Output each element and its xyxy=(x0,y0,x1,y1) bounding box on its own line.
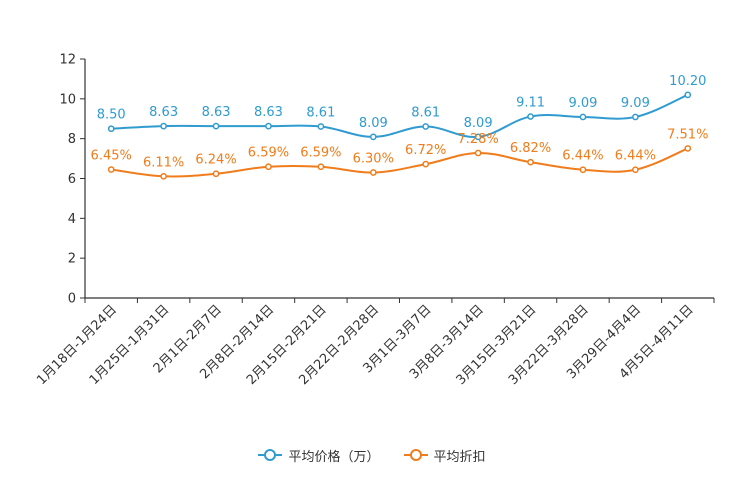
series-line-1 xyxy=(111,147,689,178)
data-point-1[interactable] xyxy=(369,169,377,176)
y-tick-label: 8 xyxy=(68,132,76,147)
data-label-1: 7.51% xyxy=(667,127,708,142)
y-axis: 0 2 4 6 8 10 12 xyxy=(59,53,86,307)
series-line-0 xyxy=(111,93,689,138)
data-label-0: 8.63 xyxy=(149,105,178,120)
data-point-1[interactable] xyxy=(212,170,220,178)
data-point-1[interactable] xyxy=(684,145,692,152)
data-point-0[interactable] xyxy=(684,91,692,99)
data-label-1: 6.30% xyxy=(353,152,394,167)
y-tick-label: 6 xyxy=(68,172,76,187)
data-labels-layer: 8.50 8.63 8.63 8.63 8.61 8.09 8.61 8.09 9.11 9.09… xyxy=(91,74,709,170)
data-label-1: 6.72% xyxy=(405,143,446,158)
data-label-1: 6.82% xyxy=(510,141,551,156)
data-point-0[interactable] xyxy=(474,133,482,141)
y-tick-label: 12 xyxy=(59,53,76,68)
data-label-0: 10.20 xyxy=(669,74,706,89)
data-point-1[interactable] xyxy=(527,158,534,166)
data-label-0: 8.09 xyxy=(464,116,493,131)
data-point-0[interactable] xyxy=(265,122,272,130)
data-point-0[interactable] xyxy=(317,123,325,130)
data-point-0[interactable] xyxy=(160,122,167,130)
data-point-0[interactable] xyxy=(579,113,587,121)
data-point-0[interactable] xyxy=(422,123,430,130)
y-tick-label: 2 xyxy=(68,252,76,267)
y-tick-label: 10 xyxy=(59,92,76,107)
data-label-0: 8.09 xyxy=(359,116,388,131)
data-label-0: 8.61 xyxy=(411,106,440,121)
data-point-0[interactable] xyxy=(107,125,115,133)
y-tick-label: 4 xyxy=(68,212,76,227)
legend-avg-price-marker-icon xyxy=(258,449,283,461)
data-point-1[interactable] xyxy=(160,172,167,180)
x-axis: 1月18日-1月24日1月25日-1月31日2月1日-2月7日2月8日-2月14… xyxy=(34,297,715,388)
data-label-0: 8.50 xyxy=(97,108,126,123)
data-label-1: 7.28% xyxy=(457,132,498,147)
legend-avg-discount-label: 平均折扣 xyxy=(433,449,486,465)
legend: 平均价格（万） 平均折扣 xyxy=(0,444,744,466)
data-label-1: 6.59% xyxy=(248,146,289,161)
series-layer xyxy=(107,91,692,180)
data-point-0[interactable] xyxy=(632,113,639,121)
data-point-0[interactable] xyxy=(369,133,377,141)
data-label-0: 9.09 xyxy=(568,96,597,111)
data-label-0: 9.11 xyxy=(516,96,545,111)
legend-avg-price-label: 平均价格（万） xyxy=(288,449,380,465)
data-point-1[interactable] xyxy=(632,166,639,174)
legend-item-avg-price[interactable]: 平均价格（万） xyxy=(258,446,380,465)
data-label-0: 8.61 xyxy=(306,106,335,121)
data-point-0[interactable] xyxy=(527,113,534,120)
data-label-1: 6.24% xyxy=(195,153,236,168)
data-label-1: 6.11% xyxy=(143,155,184,170)
data-point-1[interactable] xyxy=(474,149,482,157)
legend-item-avg-discount[interactable]: 平均折扣 xyxy=(403,446,486,465)
data-point-1[interactable] xyxy=(422,160,430,168)
data-label-1: 6.45% xyxy=(91,149,132,164)
data-point-1[interactable] xyxy=(317,163,325,171)
data-label-1: 6.44% xyxy=(615,149,656,164)
data-label-0: 8.63 xyxy=(202,105,231,120)
data-point-1[interactable] xyxy=(579,166,587,174)
data-point-0[interactable] xyxy=(212,122,220,130)
data-label-0: 9.09 xyxy=(621,96,650,111)
data-label-1: 6.59% xyxy=(300,146,341,161)
data-label-1: 6.44% xyxy=(562,149,603,164)
legend-avg-discount-marker-icon xyxy=(403,449,428,461)
data-point-1[interactable] xyxy=(107,166,115,173)
data-point-1[interactable] xyxy=(265,163,272,171)
data-label-0: 8.63 xyxy=(254,105,283,120)
y-tick-label: 0 xyxy=(68,292,76,307)
